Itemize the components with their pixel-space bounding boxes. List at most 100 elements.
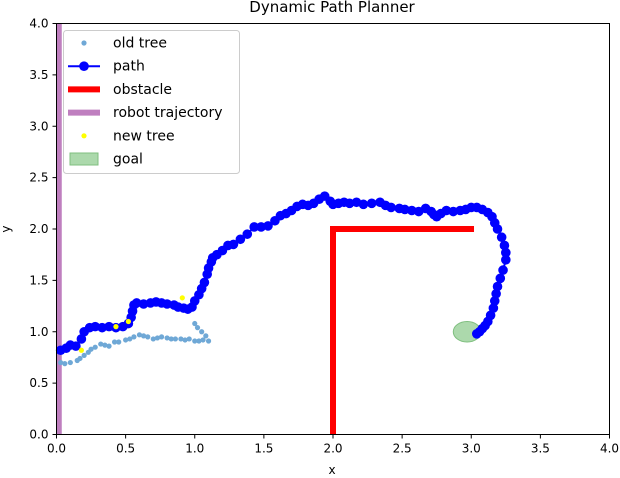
- old-tree-point: [62, 361, 68, 367]
- y-tick-label: 3.5: [29, 68, 48, 82]
- legend-marker: [81, 133, 87, 139]
- path-point: [489, 296, 500, 306]
- old-tree-point: [116, 339, 122, 345]
- x-axis: 0.0 0.5 1.0 1.5 2.0 2.5 3.0 3.5 4.0: [47, 434, 619, 456]
- y-tick-label: 1.0: [29, 325, 48, 339]
- old-tree-point: [154, 335, 161, 341]
- old-tree-point: [158, 334, 165, 340]
- old-tree-point: [205, 338, 212, 344]
- legend-marker: [79, 61, 89, 71]
- x-tick-label: 2.5: [393, 442, 412, 456]
- path-point: [491, 288, 501, 299]
- x-tick-label: 0.5: [116, 442, 135, 456]
- y-axis: 0.0 0.5 1.0 1.5 2.0 2.5 3.0 3.5 4.0: [29, 17, 57, 442]
- new-tree-point: [113, 324, 119, 330]
- path-point: [501, 255, 511, 265]
- path-point: [492, 224, 503, 234]
- y-tick-label: 4.0: [29, 17, 48, 31]
- path-point: [366, 198, 377, 209]
- obstacle-line: [330, 226, 475, 435]
- old-tree-point: [111, 339, 118, 345]
- x-tick-label: 1.0: [185, 442, 204, 456]
- old-tree-point: [196, 338, 202, 344]
- new-tree-point: [179, 295, 185, 301]
- x-tick-label: 0.0: [47, 442, 66, 456]
- old-tree-point: [140, 333, 147, 339]
- old-tree-point: [199, 329, 205, 335]
- x-tick-label: 1.5: [254, 442, 273, 456]
- y-tick-label: 2.0: [29, 222, 48, 236]
- y-tick-label: 3.0: [29, 119, 48, 133]
- path-point: [488, 303, 499, 313]
- old-tree-point: [88, 346, 94, 352]
- old-tree-point: [102, 342, 108, 348]
- old-tree-point: [182, 337, 188, 343]
- plot-area: [55, 23, 511, 435]
- old-tree-point: [172, 336, 178, 342]
- old-tree-point: [58, 359, 64, 366]
- path-point: [358, 199, 369, 210]
- old-tree-point: [106, 343, 112, 349]
- legend-marker: [69, 152, 99, 166]
- old-tree-point: [150, 336, 156, 342]
- legend-label: goal: [113, 152, 143, 168]
- new-tree-point: [78, 347, 84, 353]
- old-tree-point: [81, 352, 87, 358]
- path-point: [499, 240, 510, 251]
- x-tick-label: 2.0: [323, 442, 342, 456]
- old-tree-point: [131, 334, 137, 340]
- y-tick-label: 0.0: [29, 428, 48, 442]
- path-point: [471, 329, 482, 339]
- new-tree-point: [125, 318, 131, 325]
- path-point: [228, 239, 239, 250]
- legend-marker: [81, 40, 87, 46]
- old-tree-point: [192, 320, 198, 327]
- chart-title: Dynamic Path Planner: [249, 0, 415, 16]
- old-tree-point: [127, 336, 133, 342]
- old-tree-point: [145, 334, 151, 340]
- legend-label: robot trajectory: [113, 105, 223, 121]
- legend: old tree path obstacle robot trajectory new …: [63, 30, 240, 174]
- path-point: [242, 229, 253, 239]
- legend-label: path: [113, 59, 145, 75]
- old-tree-point: [164, 335, 170, 341]
- old-tree-point: [98, 341, 104, 347]
- y-axis-label: y: [0, 225, 13, 232]
- path-point: [492, 281, 503, 292]
- path-point: [249, 222, 259, 232]
- old-tree-point: [178, 336, 184, 342]
- path-point: [501, 247, 511, 258]
- legend-label: old tree: [113, 36, 167, 52]
- old-tree-point: [203, 333, 209, 339]
- x-axis-label: x: [328, 463, 335, 477]
- y-tick-label: 1.5: [29, 273, 48, 287]
- legend-box: [63, 30, 240, 174]
- path-point: [71, 341, 81, 351]
- old-tree-point: [67, 359, 73, 366]
- old-tree-point: [168, 336, 174, 342]
- legend-label: new tree: [113, 128, 175, 144]
- path-point: [498, 265, 508, 275]
- x-tick-label: 3.5: [531, 442, 550, 456]
- old-tree-point: [186, 336, 192, 342]
- path-point: [386, 202, 396, 213]
- old-tree-point: [136, 332, 143, 338]
- legend-label: obstacle: [113, 82, 172, 98]
- path-point: [76, 334, 87, 344]
- old-tree-point: [194, 325, 201, 331]
- old-tree-point: [200, 337, 206, 343]
- x-tick-label: 3.0: [462, 442, 481, 456]
- path-point: [235, 234, 246, 245]
- x-tick-label: 4.0: [600, 442, 619, 456]
- y-tick-label: 0.5: [29, 376, 48, 390]
- path-point: [199, 277, 210, 288]
- y-tick-label: 2.5: [29, 171, 48, 185]
- path-point: [263, 221, 273, 231]
- old-tree-point: [123, 337, 129, 343]
- old-tree-point: [77, 355, 83, 362]
- path-point: [495, 273, 506, 284]
- path-point: [496, 232, 507, 243]
- old-tree-point: [192, 338, 198, 344]
- old-tree-point: [92, 344, 98, 350]
